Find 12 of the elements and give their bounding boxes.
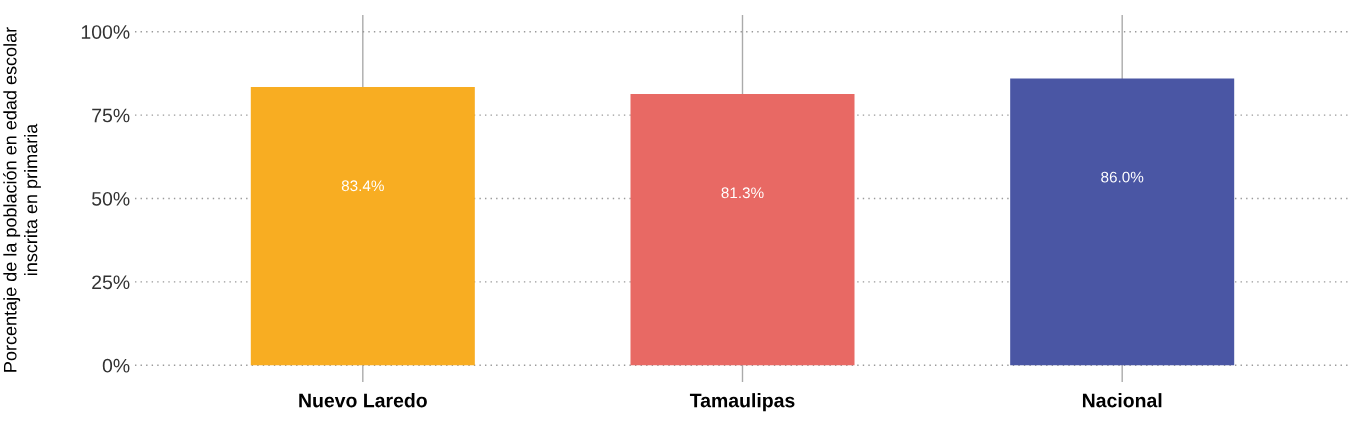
y-axis-title: Porcentaje de la población en edad escolar inscrita en primaria xyxy=(3,27,41,372)
data-label: 83.4% xyxy=(341,180,384,192)
y-tick-label: 25% xyxy=(92,275,130,290)
x-tick-label: Nuevo Laredo xyxy=(299,393,427,408)
y-tick-label: 100% xyxy=(81,25,130,39)
data-label: 86.0% xyxy=(1101,171,1144,183)
x-tick-label: Tamaulipas xyxy=(689,393,795,412)
y-tick-label: 0% xyxy=(102,358,130,373)
y-tick-label: 50% xyxy=(92,191,130,206)
data-label: 81.3% xyxy=(721,187,764,199)
x-tick-label: Nacional xyxy=(1082,393,1162,408)
y-tick-label: 75% xyxy=(92,108,130,123)
